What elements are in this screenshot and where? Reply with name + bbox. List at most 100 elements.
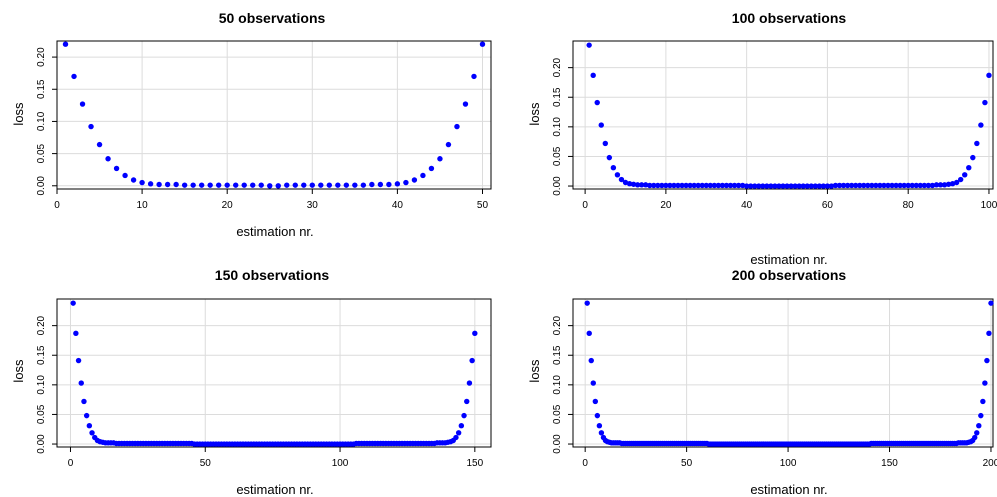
data-point [933, 182, 940, 188]
data-point [420, 172, 426, 179]
data-point [173, 181, 179, 188]
data-point [292, 182, 298, 188]
data-point [586, 330, 592, 337]
data-point [861, 182, 867, 189]
x-tick-label: 0 [68, 458, 74, 469]
data-point [723, 182, 730, 189]
x-tick-label: 10 [137, 200, 149, 211]
data-point [428, 165, 435, 172]
data-point [62, 41, 69, 47]
panel-50-observations: 50 observations loss estimation nr. 0 10 2… [11, 10, 492, 239]
data-point [897, 182, 903, 189]
data-point [479, 41, 486, 47]
chart-title: 200 observations [732, 267, 847, 283]
x-tick-label: 40 [392, 200, 404, 211]
data-point [83, 412, 90, 419]
data-point [403, 179, 409, 186]
data-point [224, 182, 230, 188]
data-point [198, 182, 205, 188]
x-axis-label: estimation nr. [236, 224, 313, 239]
data-point [588, 357, 594, 364]
data-point [464, 398, 470, 405]
y-tick-label: 0.20 [36, 47, 47, 67]
data-point [836, 182, 843, 189]
data-point [113, 165, 120, 172]
data-point [75, 357, 82, 364]
data-point [88, 123, 94, 130]
data-point [164, 181, 171, 188]
x-tick-label: 0 [582, 200, 588, 211]
data-point [96, 141, 103, 148]
data-point [454, 123, 460, 130]
y-axis-label: loss [527, 359, 542, 383]
y-axis-label: loss [11, 102, 26, 126]
data-point [207, 182, 213, 188]
data-point [594, 99, 600, 106]
data-point [618, 176, 625, 183]
panel-150-observations: 150 observations loss estimation nr. 0 50… [11, 267, 492, 497]
y-tick-label: 0.15 [552, 87, 563, 107]
data-point [596, 422, 603, 429]
data-point [655, 182, 661, 189]
data-point [743, 183, 750, 189]
data-point [318, 182, 324, 188]
y-tick-label: 0.05 [36, 143, 47, 163]
x-tick-label: 50 [681, 458, 693, 469]
data-point [752, 183, 758, 189]
data-point [796, 183, 802, 189]
data-point [411, 177, 418, 183]
data-point [683, 182, 689, 189]
data-point [455, 430, 462, 436]
data-point [602, 140, 609, 147]
data-point [79, 101, 86, 107]
x-tick-label: 200 [983, 458, 997, 469]
chart-title: 50 observations [219, 10, 326, 26]
data-point [181, 182, 188, 188]
data-point [394, 181, 401, 187]
plot-frame [572, 40, 994, 190]
data-point [386, 181, 392, 188]
data-point [877, 182, 883, 189]
data-point [73, 330, 79, 337]
data-point [760, 183, 766, 189]
y-tick-label: 0.00 [36, 176, 47, 196]
data-point [982, 380, 988, 386]
data-point [258, 182, 264, 188]
data-point [844, 182, 851, 189]
data-point [735, 182, 742, 189]
data-point [808, 183, 814, 189]
x-axis-label: estimation nr. [750, 252, 827, 267]
y-tick-label: 0.15 [36, 345, 47, 365]
data-point [925, 182, 932, 189]
data-point [804, 183, 810, 189]
panel-100-observations: 100 observations loss estimation nr. 0 20… [527, 10, 997, 267]
data-point [594, 412, 601, 419]
data-point [857, 182, 863, 189]
data-point [988, 300, 994, 306]
data-point [699, 182, 705, 189]
data-point [89, 430, 95, 436]
data-point [437, 156, 443, 162]
data-point [250, 182, 256, 188]
plot-frame [56, 40, 492, 190]
x-tick-label: 50 [200, 458, 212, 469]
data-point [462, 101, 469, 107]
y-tick-label: 0.10 [552, 117, 563, 137]
data-point [828, 183, 835, 189]
data-point [147, 181, 154, 187]
data-point [469, 357, 475, 364]
data-point [901, 182, 907, 189]
x-tick-label: 100 [332, 458, 349, 469]
data-point [122, 172, 128, 179]
data-point [215, 182, 222, 188]
y-axis-label: loss [11, 359, 26, 383]
data-point [105, 156, 111, 162]
y-tick-label: 0.00 [552, 176, 563, 196]
data-point [929, 182, 936, 189]
data-point [824, 183, 831, 189]
data-point [241, 182, 247, 188]
data-point [820, 183, 827, 189]
data-point [703, 182, 709, 189]
data-point [816, 183, 823, 189]
data-point [978, 412, 984, 419]
